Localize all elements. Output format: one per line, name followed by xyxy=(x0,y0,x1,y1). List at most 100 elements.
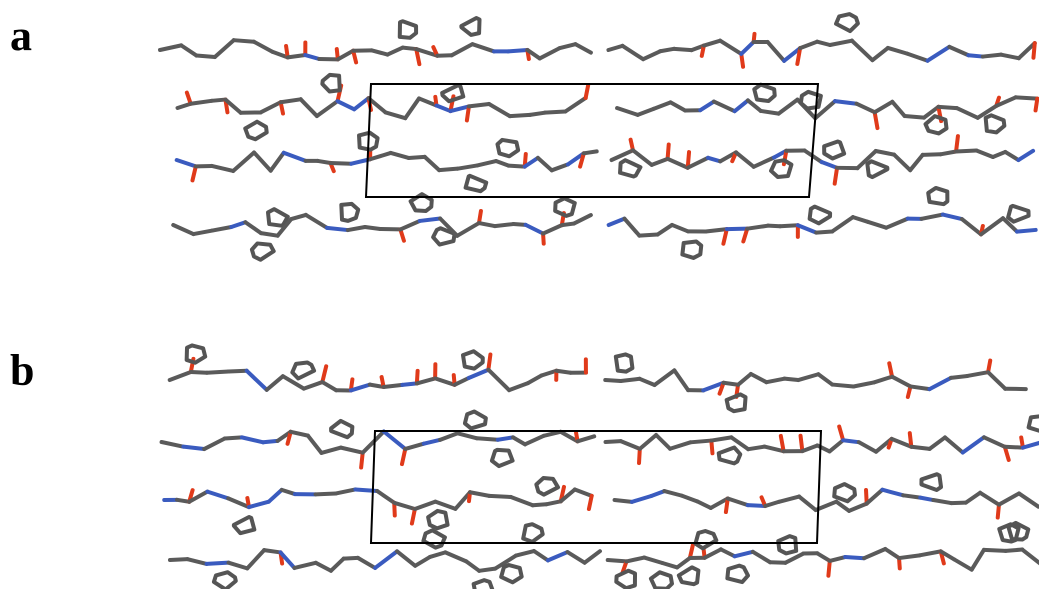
bond xyxy=(886,219,908,228)
bond xyxy=(331,559,344,571)
ring xyxy=(727,394,746,411)
bond xyxy=(854,382,874,386)
bond xyxy=(817,445,829,451)
bond xyxy=(316,563,331,571)
bond xyxy=(403,48,416,49)
bond xyxy=(306,215,327,228)
bond xyxy=(923,154,941,155)
ring xyxy=(682,241,701,257)
bond xyxy=(327,228,348,230)
bond xyxy=(263,441,277,442)
bond xyxy=(876,151,894,155)
ring xyxy=(836,14,858,31)
bond xyxy=(301,99,317,116)
bond xyxy=(160,45,181,50)
bond xyxy=(585,551,600,563)
bond xyxy=(748,100,761,111)
bond xyxy=(976,151,993,157)
bond xyxy=(892,102,904,116)
bond xyxy=(513,437,525,444)
bond xyxy=(387,48,402,55)
bond xyxy=(721,549,735,556)
bond xyxy=(949,47,968,55)
bond xyxy=(420,219,440,221)
ring xyxy=(754,85,774,101)
bond xyxy=(864,549,885,558)
bond xyxy=(375,551,397,568)
bond xyxy=(467,106,469,120)
bond xyxy=(316,493,336,494)
bond xyxy=(281,99,301,102)
bond xyxy=(843,440,859,442)
ring xyxy=(727,566,748,582)
ring xyxy=(986,115,1005,132)
bond xyxy=(945,437,963,452)
bond xyxy=(528,375,542,383)
bond xyxy=(651,491,664,496)
bond xyxy=(552,164,568,170)
bond xyxy=(714,102,735,112)
bond xyxy=(341,448,363,453)
bond xyxy=(930,378,951,389)
ring xyxy=(719,448,741,464)
bond xyxy=(565,98,585,112)
bond xyxy=(344,558,358,559)
bond xyxy=(477,161,496,165)
ring xyxy=(695,531,716,548)
bond xyxy=(308,436,322,453)
bond xyxy=(477,438,498,439)
bond xyxy=(605,380,620,381)
bond xyxy=(754,158,774,167)
bond xyxy=(400,221,419,229)
bond xyxy=(469,370,489,378)
bond xyxy=(173,225,193,234)
bond xyxy=(672,225,688,231)
bond xyxy=(655,370,675,385)
bond xyxy=(822,162,837,168)
bond xyxy=(234,40,254,42)
bond xyxy=(816,232,832,233)
bond xyxy=(928,47,950,61)
bond xyxy=(798,225,816,232)
bond xyxy=(559,44,575,48)
bond xyxy=(640,435,656,449)
bond xyxy=(402,449,405,464)
bond xyxy=(835,168,837,184)
bond xyxy=(704,41,720,46)
bond xyxy=(170,559,188,560)
bond xyxy=(638,109,654,115)
bond xyxy=(633,150,652,165)
bond xyxy=(662,563,677,567)
bond xyxy=(852,41,873,61)
bond xyxy=(229,563,248,569)
bond xyxy=(688,158,708,168)
bond xyxy=(284,153,306,161)
bond xyxy=(608,560,627,561)
bond xyxy=(983,55,1001,57)
bond xyxy=(261,233,278,236)
ring xyxy=(824,141,844,158)
bond xyxy=(322,382,336,390)
bond xyxy=(354,98,368,109)
bond xyxy=(191,101,212,104)
bond xyxy=(639,235,657,236)
bond xyxy=(495,224,514,226)
bond xyxy=(705,549,721,557)
bond xyxy=(868,222,886,228)
bond xyxy=(254,153,271,171)
ring xyxy=(679,567,699,584)
bond xyxy=(247,550,264,568)
ring xyxy=(921,474,941,490)
bond xyxy=(1019,493,1038,506)
ring xyxy=(1029,416,1039,432)
bond xyxy=(212,100,226,101)
bond xyxy=(765,502,779,506)
ring xyxy=(616,571,635,588)
bond xyxy=(930,437,945,448)
bond xyxy=(417,378,435,383)
bond xyxy=(351,385,370,391)
bond xyxy=(193,231,212,235)
bond xyxy=(509,166,525,167)
bond xyxy=(857,104,875,112)
ring xyxy=(463,351,483,368)
